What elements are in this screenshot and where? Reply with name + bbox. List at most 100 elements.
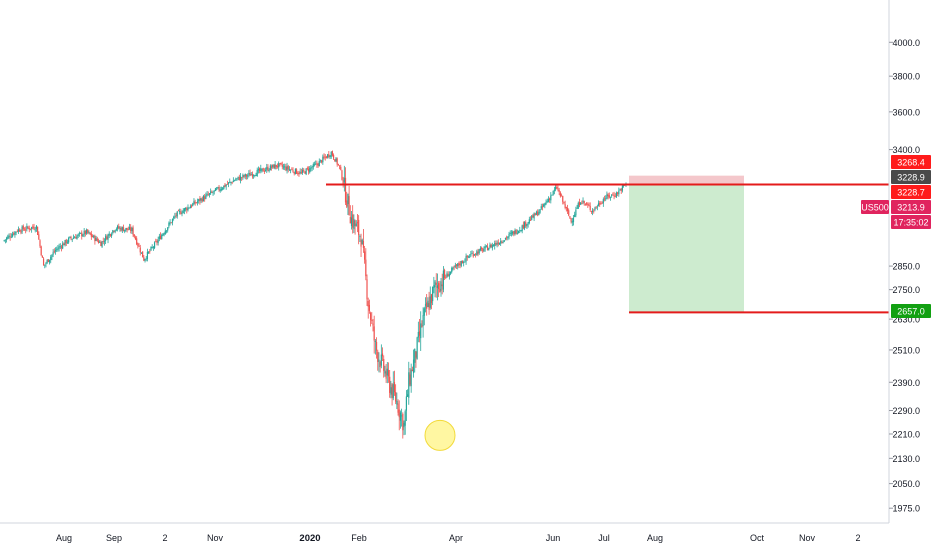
candle-body [509, 233, 511, 234]
candle-body [89, 232, 91, 235]
candle-body [200, 198, 202, 201]
candle-body [328, 154, 330, 157]
candle-body [132, 227, 134, 235]
candle-body [47, 259, 49, 262]
candle-body [212, 192, 214, 194]
candle-body [273, 164, 275, 169]
candle-body [513, 231, 515, 235]
candle-body [603, 198, 606, 200]
candle-body [591, 210, 594, 213]
candle-body [596, 206, 598, 208]
candle-body [325, 156, 328, 159]
candle-body [563, 202, 565, 204]
y-tick-label: 3600.0 [892, 107, 920, 117]
candle-body [354, 220, 356, 226]
candle-body [126, 227, 128, 230]
candle-body [145, 258, 147, 260]
candle-body [324, 156, 326, 158]
y-tick-label: 2510.0 [892, 345, 920, 355]
candle-body [349, 216, 351, 224]
candle-body [255, 175, 257, 177]
candle-body [439, 288, 441, 293]
x-tick-label: Jul [598, 533, 610, 543]
candle-body [300, 172, 302, 174]
candle-body [23, 229, 26, 231]
candle-body [560, 195, 563, 197]
candle-body [460, 260, 462, 266]
candle-body [501, 241, 503, 243]
candle-body [488, 248, 490, 251]
candle-body [96, 238, 98, 241]
candle-body [95, 237, 97, 241]
candle-body [175, 215, 177, 217]
candle-body [151, 247, 153, 248]
candle-body [575, 209, 577, 216]
candle-body [174, 216, 176, 217]
candle-body [606, 194, 608, 199]
candle-body [105, 236, 107, 241]
candle-body [432, 286, 434, 302]
candle-body [408, 372, 410, 398]
candle-body [529, 219, 532, 221]
price-label: 3268.4 [897, 158, 925, 168]
candle-body [537, 211, 539, 216]
candle-body [233, 180, 236, 182]
candle-body [522, 224, 524, 229]
candle-body [486, 246, 489, 251]
candle-body [553, 189, 555, 191]
candle-body [582, 200, 584, 203]
candle-body [527, 222, 529, 225]
candle-body [171, 219, 174, 223]
candle-body [84, 230, 86, 234]
candle-body [131, 227, 133, 232]
candle-body [309, 167, 311, 173]
candle-body [318, 160, 320, 167]
candle-body [264, 170, 267, 171]
candle-body [194, 201, 196, 204]
candle-body [416, 337, 418, 359]
candle-body [100, 241, 102, 247]
candle-body [440, 281, 442, 291]
candle-body [464, 261, 466, 263]
candle-body [614, 195, 616, 197]
candle-body [31, 227, 33, 230]
candle-body [159, 235, 162, 240]
candle-body [286, 166, 288, 171]
candle-body [584, 203, 587, 205]
candle-body [343, 177, 345, 183]
candle-body [88, 232, 90, 234]
candle-body [15, 231, 17, 233]
candle-body [223, 185, 225, 190]
candle-body [196, 201, 199, 203]
candle-body [266, 167, 268, 170]
candle-body [601, 203, 603, 204]
candle-body [546, 201, 548, 202]
candle-body [303, 169, 305, 171]
candle-body [177, 210, 180, 212]
price-label-box [891, 304, 931, 318]
candle-body [483, 249, 485, 251]
candle-body [517, 230, 520, 234]
candle-body [190, 205, 193, 207]
candle-body [59, 246, 61, 248]
candle-body [374, 341, 376, 342]
candle-body [495, 242, 497, 245]
candle-body [226, 184, 228, 185]
candle-body [37, 226, 39, 235]
candle-body [572, 217, 575, 223]
candle-body [112, 230, 114, 234]
candle-body [199, 198, 201, 202]
candle-body [404, 411, 406, 426]
candle-body [83, 230, 85, 235]
candle-body [247, 175, 249, 177]
candle-body [327, 154, 329, 158]
candle-body [471, 253, 473, 255]
price-label-box [891, 200, 931, 214]
candle-body [170, 222, 172, 224]
candle-body [528, 219, 530, 224]
candle-body [243, 175, 245, 177]
candle-body [231, 182, 233, 184]
